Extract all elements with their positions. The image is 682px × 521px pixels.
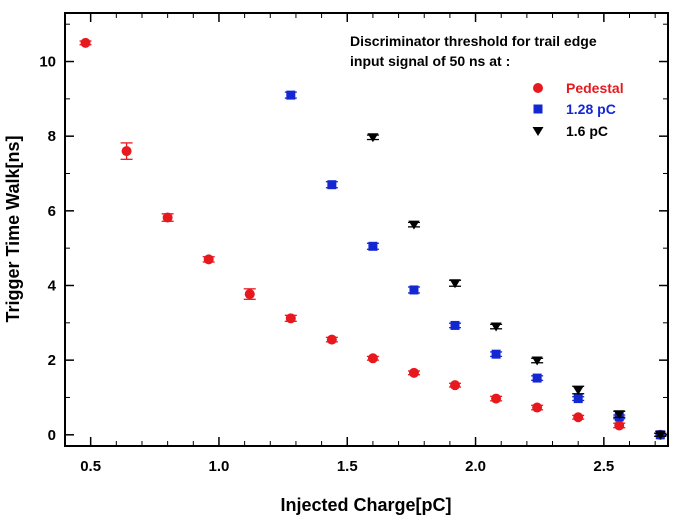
y-tick-label: 0: [48, 427, 56, 444]
legend-label-1: 1.28 pC: [566, 101, 616, 117]
x-tick-label: 1.0: [209, 458, 230, 475]
data-point: [408, 220, 420, 230]
data-point: [368, 241, 378, 251]
data-point: [326, 334, 337, 345]
data-point: [573, 412, 584, 423]
data-point: [450, 320, 460, 330]
data-point: [572, 386, 584, 396]
y-tick-label: 6: [48, 203, 56, 220]
plot-area-frame: [64, 12, 669, 447]
data-point: [532, 402, 543, 413]
data-point: [573, 394, 583, 404]
data-point: [244, 289, 255, 300]
data-point: [654, 430, 666, 440]
data-point: [327, 180, 337, 190]
data-point: [162, 212, 173, 223]
data-point: [367, 133, 379, 143]
tick-labels: 0.5 1.0 1.5 2.0 2.5 0 2 4 6 8 10: [39, 54, 614, 475]
legend: Discriminator threshold for trail edge i…: [350, 33, 624, 139]
x-axis-title: Injected Charge[pC]: [280, 495, 451, 515]
x-tick-label: 2.0: [465, 458, 486, 475]
legend-marker-0: [533, 83, 543, 93]
data-point: [491, 349, 501, 359]
legend-marker-2: [532, 127, 544, 136]
data-point: [491, 393, 502, 404]
data-point: [613, 410, 625, 420]
x-tick-label: 1.5: [337, 458, 358, 475]
data-points: [79, 37, 667, 440]
data-point: [531, 356, 543, 366]
data-point: [450, 380, 461, 391]
data-point: [449, 279, 461, 289]
data-point: [203, 254, 214, 265]
data-point: [490, 322, 502, 332]
legend-label-0: Pedestal: [566, 80, 624, 96]
y-tick-label: 10: [39, 54, 56, 71]
y-axis-title: Trigger Time Walk[ns]: [3, 135, 23, 322]
y-tick-label: 2: [48, 352, 56, 369]
data-point: [409, 285, 419, 295]
data-point: [80, 37, 91, 48]
data-point: [614, 420, 625, 431]
legend-marker-1: [533, 104, 543, 114]
y-tick-label: 4: [48, 277, 57, 294]
data-point: [286, 90, 296, 100]
series-1-6-pc: [366, 133, 667, 440]
data-point: [367, 353, 378, 364]
legend-title-line-1: Discriminator threshold for trail edge: [350, 33, 597, 49]
data-point: [408, 367, 419, 378]
y-tick-label: 8: [48, 128, 56, 145]
data-point: [285, 313, 296, 324]
data-point: [532, 373, 542, 383]
legend-title-line-2: input signal of 50 ns at :: [350, 53, 510, 69]
legend-label-2: 1.6 pC: [566, 123, 608, 139]
x-tick-label: 0.5: [80, 458, 101, 475]
data-point: [121, 146, 132, 157]
x-tick-label: 2.5: [593, 458, 614, 475]
